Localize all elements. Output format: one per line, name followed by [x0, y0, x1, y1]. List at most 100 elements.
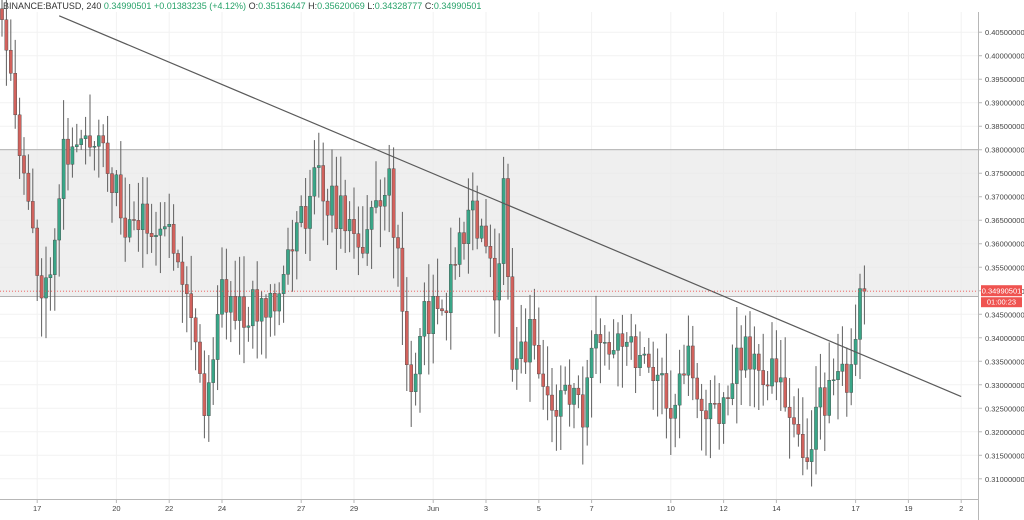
candle — [74, 123, 79, 153]
candle — [713, 375, 717, 409]
candle-body — [523, 341, 528, 363]
candle — [308, 169, 312, 261]
candle — [273, 283, 277, 336]
candle-body — [286, 249, 290, 275]
candle — [809, 410, 814, 487]
candle-body — [180, 261, 185, 285]
candle — [105, 115, 110, 192]
candle-body — [387, 168, 392, 196]
y-tick-label: 0.35500000 — [985, 263, 1024, 272]
descending-trendline[interactable] — [58, 15, 962, 398]
candle-body — [92, 146, 97, 148]
candle — [127, 183, 132, 243]
candle-body — [479, 225, 484, 239]
candle-body — [651, 367, 655, 382]
candle — [686, 315, 691, 396]
candle — [321, 142, 326, 241]
candle-body — [427, 301, 431, 334]
candle-body — [532, 319, 537, 346]
candle — [523, 308, 528, 374]
candle — [325, 188, 330, 246]
candle-body — [295, 222, 299, 252]
candle-body — [493, 257, 497, 301]
candle-body — [682, 373, 686, 376]
candle-body — [783, 377, 787, 408]
candle-body — [572, 387, 576, 405]
candle-body — [8, 49, 13, 74]
candle-body — [466, 209, 471, 244]
candle-body — [409, 364, 414, 392]
candle-body — [118, 174, 123, 219]
price-tag-value: 0.34990501 — [982, 287, 1022, 296]
candle — [343, 179, 348, 253]
candle — [545, 346, 550, 421]
candle-body — [193, 317, 198, 343]
candle-body — [308, 195, 312, 229]
candle-body — [400, 247, 405, 312]
candle-body — [365, 229, 370, 254]
candle — [149, 203, 154, 253]
candle-body — [79, 138, 83, 145]
candle-body — [396, 237, 400, 249]
candle-body — [708, 403, 713, 420]
close-label: C: — [424, 1, 434, 11]
candle — [391, 147, 396, 279]
candle-body — [757, 353, 761, 371]
candle-body — [629, 336, 633, 343]
candle — [369, 200, 374, 269]
candle-body — [823, 387, 827, 416]
candle-body — [228, 296, 233, 313]
candle-body — [625, 341, 629, 347]
candle — [361, 206, 365, 259]
candle-body — [545, 386, 550, 396]
candle-body — [633, 336, 638, 369]
low-value: 0.34328777 — [374, 1, 423, 11]
candle — [259, 291, 264, 355]
candle-body — [805, 457, 809, 462]
y-tick-label: 0.40500000 — [985, 28, 1024, 37]
candles — [0, 0, 867, 487]
candle-body — [374, 200, 378, 208]
candle-body — [792, 417, 796, 425]
candle — [721, 392, 726, 444]
candle-body — [17, 114, 22, 156]
y-tick-label: 0.31500000 — [985, 451, 1024, 460]
candle — [202, 350, 207, 439]
candle-body — [796, 424, 801, 435]
candle-body — [273, 292, 277, 312]
candle — [735, 307, 739, 424]
candle — [479, 218, 484, 243]
open-value: 0.35136447 — [258, 1, 306, 11]
candle-body — [48, 274, 53, 278]
candle-body — [215, 314, 220, 360]
candle-body — [255, 289, 260, 322]
candle-body — [801, 434, 805, 458]
candle-body — [343, 195, 348, 232]
candle-body — [96, 135, 101, 147]
candle-body — [457, 232, 462, 265]
time-axis[interactable]: 17 20 22 24 27 29 Jun 3 5 7 10 12 14 17 19 2 — [33, 499, 963, 513]
candle — [268, 284, 273, 337]
candle-body — [655, 374, 660, 382]
y-tick-label: 0.31000000 — [985, 475, 1024, 484]
candle — [743, 315, 748, 378]
candle-body — [127, 219, 132, 238]
candle — [550, 367, 554, 443]
candle-body — [347, 219, 352, 232]
candle — [858, 273, 862, 379]
candle — [396, 224, 400, 287]
candle — [405, 277, 409, 391]
candle — [581, 366, 585, 465]
candle-body — [462, 232, 466, 244]
candle — [180, 236, 185, 323]
candle — [88, 94, 92, 157]
candle-body — [840, 363, 845, 372]
candle-body — [383, 195, 387, 207]
candle-body — [589, 347, 594, 378]
price-axis[interactable]: 0.31000000 0.31500000 0.32000000 0.32500000… — [978, 28, 1024, 484]
candle — [339, 156, 343, 249]
candle-body — [4, 19, 9, 51]
candle-body — [664, 373, 669, 409]
candle — [823, 372, 827, 451]
